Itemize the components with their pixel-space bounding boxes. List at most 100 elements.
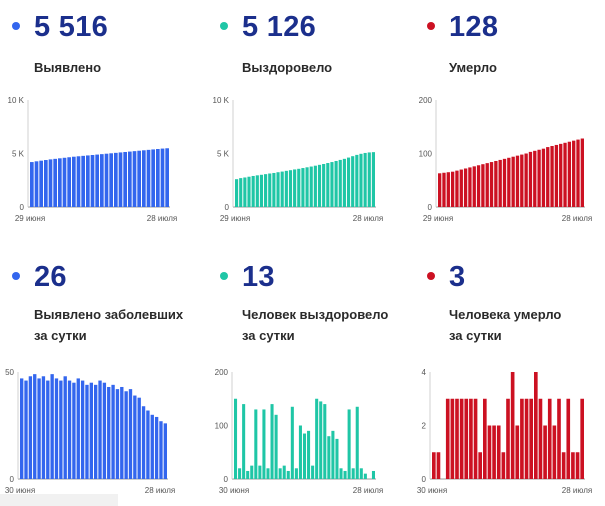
bar <box>288 170 293 207</box>
recovered-daily-caption-line1: Человек выздоровело <box>242 307 389 322</box>
y-tick-label: 4 <box>422 368 427 377</box>
bar <box>90 155 95 207</box>
bar <box>156 149 160 207</box>
bar <box>346 157 351 207</box>
bar <box>251 175 255 207</box>
bar <box>44 160 48 207</box>
bar <box>469 398 473 479</box>
bar <box>538 398 543 479</box>
bar <box>250 465 254 480</box>
bar <box>347 409 351 479</box>
bar <box>238 468 242 479</box>
recovered-total-value: 5 126 <box>242 11 317 43</box>
bar <box>124 391 128 479</box>
x-tick-label-end: 28 июля <box>562 214 592 223</box>
bar <box>515 425 520 479</box>
x-tick-label-end: 28 июля <box>562 486 592 495</box>
recovered-daily-value: 13 <box>242 261 275 293</box>
bar <box>98 380 102 479</box>
bar <box>254 409 258 479</box>
bar <box>566 398 571 479</box>
bar <box>102 382 107 479</box>
bar <box>95 154 99 207</box>
bar <box>534 372 538 479</box>
detected-daily-value: 26 <box>34 261 67 293</box>
bar <box>278 468 282 479</box>
bar <box>502 158 507 207</box>
bar <box>59 380 63 479</box>
bar <box>529 398 533 479</box>
y-tick-label: 10 K <box>213 96 230 105</box>
bar <box>85 384 89 479</box>
bar <box>72 382 76 479</box>
bar <box>293 169 297 207</box>
bar <box>563 142 567 207</box>
bar <box>159 421 163 479</box>
bar <box>305 167 309 207</box>
panel-recovered-daily: 13 Человек выздоровело за сутки 200 100 0 3… <box>205 252 405 504</box>
bar <box>30 162 34 207</box>
bar <box>323 404 327 479</box>
bar <box>492 425 496 479</box>
bar <box>351 468 355 479</box>
detected-caption: Выявлено <box>34 60 102 75</box>
bar <box>572 140 576 207</box>
x-tick-label-start: 29 июня <box>423 214 453 223</box>
bar <box>270 404 274 479</box>
bar <box>72 156 76 207</box>
bar <box>330 162 334 207</box>
bar <box>473 398 478 479</box>
bar <box>80 380 85 479</box>
detected-total-value: 5 516 <box>34 11 109 43</box>
bar <box>359 468 363 479</box>
died-daily-value: 3 <box>449 261 466 293</box>
x-tick-label-start: 30 июня <box>219 486 249 495</box>
bar <box>481 164 485 207</box>
bar <box>343 470 347 479</box>
bar <box>104 153 109 207</box>
y-tick-label: 2 <box>422 422 427 431</box>
bar <box>554 144 559 207</box>
bar <box>234 398 238 479</box>
detected-daily-caption-line1: Выявлено заболевших <box>34 307 184 322</box>
bar <box>46 380 50 479</box>
bar <box>284 170 288 207</box>
bar <box>313 165 317 207</box>
bar <box>515 155 520 207</box>
bar <box>266 468 270 479</box>
bar <box>339 468 343 479</box>
bar <box>301 168 305 207</box>
bar <box>94 384 98 479</box>
bar <box>311 465 315 480</box>
bar <box>111 384 115 479</box>
bar <box>355 154 359 207</box>
bar <box>459 398 464 479</box>
bar <box>280 171 284 207</box>
bar <box>445 398 450 479</box>
bar <box>468 167 472 207</box>
bar <box>262 409 266 479</box>
y-tick-label: 0 <box>10 475 15 484</box>
bar <box>258 465 262 480</box>
bar <box>307 430 311 479</box>
bar <box>498 159 502 207</box>
bar <box>274 414 278 479</box>
detected-daily-dot-icon <box>12 272 20 280</box>
bar <box>496 425 501 479</box>
detected-chart: 10 K 5 K 0 29 июня 28 июля <box>8 96 178 223</box>
bar <box>546 147 550 207</box>
died-total-value: 128 <box>449 11 499 43</box>
bar <box>276 172 280 207</box>
detected-daily-chart: 50 0 30 июня 28 июля <box>5 368 175 495</box>
bar <box>520 154 524 207</box>
bar <box>48 159 53 207</box>
bar <box>62 157 67 207</box>
bar <box>264 174 268 207</box>
detected-daily-caption-line2: за сутки <box>34 328 87 343</box>
bar <box>146 149 151 207</box>
bar <box>436 452 441 479</box>
bar <box>120 386 124 479</box>
bar <box>537 149 541 207</box>
bar <box>446 172 450 207</box>
bar <box>438 173 442 207</box>
